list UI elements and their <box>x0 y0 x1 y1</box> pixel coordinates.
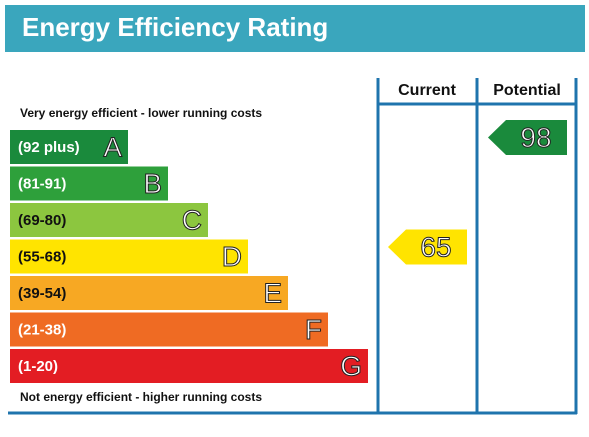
band-range: (92 plus) <box>18 139 80 156</box>
band-range: (55-68) <box>18 248 66 265</box>
band-letter: C <box>182 204 202 235</box>
top-note: Very energy efficient - lower running co… <box>20 106 262 120</box>
band-bar <box>10 312 328 347</box>
band-range: (21-38) <box>18 321 66 338</box>
band-range: (69-80) <box>18 212 66 229</box>
band-bar <box>10 239 248 274</box>
band-letter: B <box>143 168 162 199</box>
column-header: Potential <box>493 82 561 99</box>
band-bar <box>10 130 128 164</box>
band-range: (1-20) <box>18 358 58 375</box>
rating-arrow <box>388 229 467 265</box>
title: Energy Efficiency Rating <box>22 12 328 42</box>
title-bar <box>5 5 585 52</box>
band-letter: F <box>305 314 322 345</box>
band-letter: A <box>103 131 122 162</box>
frame <box>8 78 578 415</box>
rating-value: 65 <box>420 231 451 262</box>
band-bar <box>10 276 288 310</box>
band-letter: E <box>263 277 282 308</box>
band-bar <box>10 349 368 383</box>
band-bar <box>10 203 208 237</box>
band-range: (39-54) <box>18 285 66 302</box>
band-letter: G <box>340 350 362 381</box>
band-range: (81-91) <box>18 175 66 192</box>
rating-arrow <box>488 120 567 155</box>
band-letter: D <box>222 241 242 272</box>
bottom-note: Not energy efficient - higher running co… <box>20 390 262 404</box>
column-header: Current <box>398 82 456 99</box>
rating-value: 98 <box>520 122 551 153</box>
band-bar <box>10 166 168 201</box>
